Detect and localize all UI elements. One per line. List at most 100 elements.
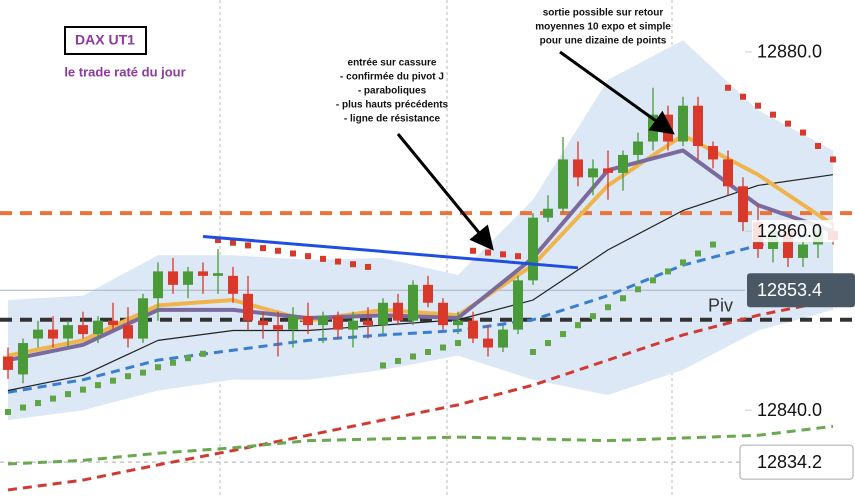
candle-body: [258, 320, 268, 326]
candle-body: [333, 316, 343, 330]
indicator-line: [7, 228, 834, 394]
sar-dot: [170, 359, 176, 366]
sar-dot: [575, 322, 581, 329]
y-tick-label: 12880.0: [757, 42, 822, 62]
sar-dot: [155, 364, 161, 371]
candle-body: [738, 186, 748, 223]
candle-body: [483, 338, 493, 348]
annotation: sortie possible sur retour moyennes 10 ex…: [535, 8, 671, 47]
candle-body: [303, 316, 313, 326]
candle-body: [513, 280, 523, 330]
sar-dot: [365, 263, 371, 270]
sar-dot: [815, 142, 821, 149]
sar-dot: [785, 120, 791, 127]
candle-body: [93, 320, 103, 335]
sar-dot: [125, 373, 131, 380]
candle-body: [603, 168, 613, 173]
sar-dot: [185, 355, 191, 362]
sar-dot: [335, 258, 341, 265]
candle-body: [63, 325, 73, 339]
trendline: [202, 234, 579, 270]
candle-body: [543, 208, 553, 218]
sar-dot: [635, 286, 641, 293]
sar-dot: [485, 249, 491, 256]
price-tag-label: 12834.2: [757, 452, 822, 472]
tick-bg: [752, 399, 838, 422]
candle-body: [708, 145, 718, 160]
sar-dot: [770, 111, 776, 118]
candle-body: [183, 271, 193, 285]
price-tag-label: 12853.4: [757, 280, 822, 300]
sar-dot: [695, 250, 701, 257]
sar-dot: [350, 261, 356, 268]
candle-body: [588, 168, 598, 178]
sar-dot: [80, 386, 86, 393]
indicator-line: [7, 174, 834, 392]
candle-body: [318, 316, 328, 326]
annotation-line: - plus hauts précédents: [336, 100, 449, 111]
tick-bg: [752, 40, 838, 63]
candle-body: [393, 302, 403, 321]
sar-dot: [440, 344, 446, 351]
bollinger-band: [8, 40, 833, 421]
sar-dot: [545, 340, 551, 347]
sar-dot: [755, 102, 761, 109]
annotation: entrée sur cassure - confirmée du pivot J…: [336, 58, 449, 125]
candle-body: [138, 298, 148, 339]
annotation-line: - ligne de résistance: [344, 114, 441, 125]
sar-dot: [290, 250, 296, 257]
title-box: [64, 26, 147, 55]
sar-dot: [245, 242, 251, 249]
sar-dot: [455, 340, 461, 347]
y-tick-label: 12840.0: [757, 400, 822, 420]
candle-body: [288, 316, 298, 330]
annotation-line: - paraboliques: [358, 86, 427, 97]
candle-body: [723, 159, 733, 187]
candle-body: [453, 320, 463, 326]
candle-body: [468, 320, 478, 339]
sar-dot: [680, 259, 686, 266]
sar-dot: [515, 253, 521, 260]
candle-body: [558, 159, 568, 209]
candle-body: [363, 320, 373, 326]
sar-dot: [320, 255, 326, 262]
candle-body: [693, 105, 703, 146]
sar-dot: [95, 382, 101, 389]
sar-dot: [650, 277, 656, 284]
candle-body: [198, 271, 208, 276]
candle-body: [618, 154, 628, 173]
candle-body: [633, 141, 643, 155]
sar-dot: [470, 247, 476, 254]
price-tag: [747, 273, 855, 308]
candle-body: [243, 293, 253, 321]
sar-dot: [65, 391, 71, 398]
indicator-line: [7, 298, 834, 492]
candle-body: [3, 356, 13, 370]
sar-dot: [605, 304, 611, 311]
sar-dot: [800, 129, 806, 136]
sar-dot: [50, 395, 56, 402]
sar-dot: [110, 377, 116, 384]
candle-body: [123, 325, 133, 339]
candle-body: [78, 325, 88, 335]
candle-body: [33, 329, 43, 339]
sar-dot: [725, 84, 731, 91]
candle-body: [798, 244, 808, 258]
sar-dot: [590, 313, 596, 320]
sar-dot: [200, 350, 206, 357]
overlay: 12880.0 12860.0 12840.0 12853.4 12834.2 Piv: [202, 40, 855, 480]
annotation-line: - confirmée du pivot J: [340, 72, 444, 83]
annotation-line: entrée sur cassure: [348, 58, 437, 69]
sar-dot: [20, 404, 26, 411]
candle-body: [48, 329, 58, 339]
annotation-line: sortie possible sur retour: [543, 8, 664, 19]
sar-dot: [305, 253, 311, 260]
sar-dot: [710, 241, 716, 248]
candle-body: [423, 284, 433, 303]
chart-title: DAX UT1: [75, 32, 135, 48]
candle-body: [18, 343, 28, 375]
candle-body: [528, 217, 538, 281]
candle-body: [783, 231, 793, 258]
